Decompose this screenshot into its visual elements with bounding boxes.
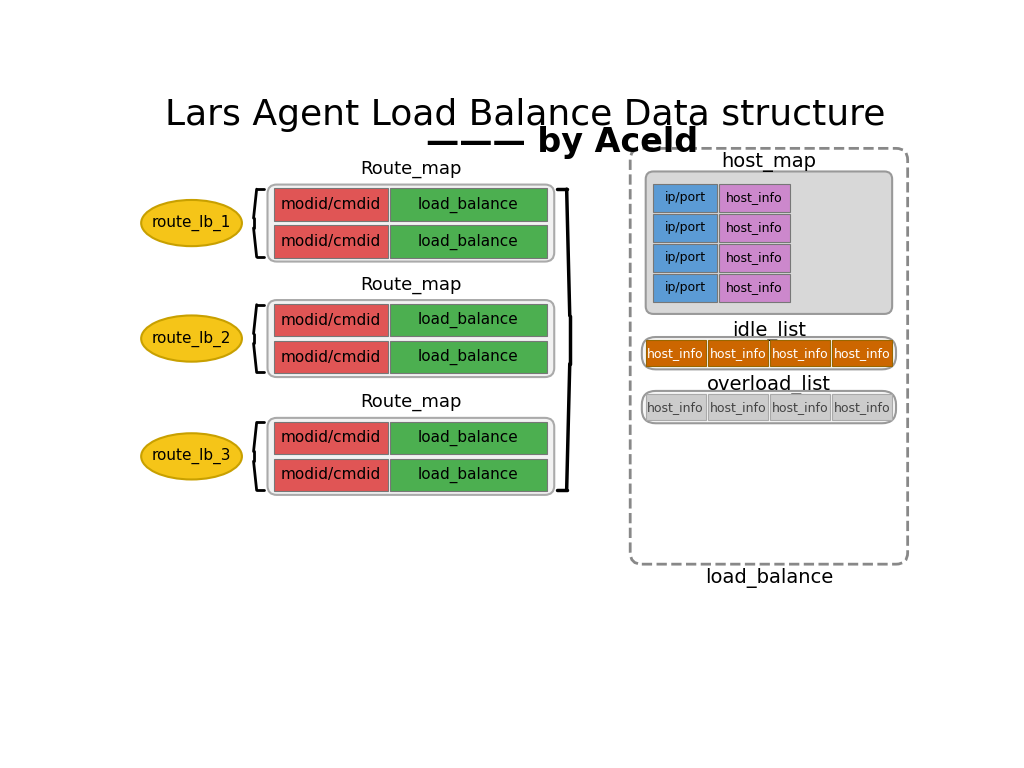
Bar [273, 304, 388, 336]
Text: host_info: host_info [710, 401, 766, 414]
Text: host_info: host_info [726, 221, 782, 234]
FancyBboxPatch shape [267, 300, 554, 377]
Bar [708, 340, 768, 366]
Text: modid/cmdid: modid/cmdid [281, 313, 381, 328]
Bar [390, 304, 547, 336]
Bar [390, 422, 547, 454]
Text: idle_list: idle_list [732, 321, 806, 341]
Text: modid/cmdid: modid/cmdid [281, 197, 381, 212]
Text: host_info: host_info [647, 401, 703, 414]
Bar [653, 214, 717, 242]
Bar [390, 188, 547, 220]
Bar [273, 458, 388, 491]
Text: modid/cmdid: modid/cmdid [281, 349, 381, 365]
FancyBboxPatch shape [646, 171, 892, 314]
Text: host_info: host_info [647, 346, 703, 359]
Ellipse shape [141, 200, 242, 247]
Text: Route_map: Route_map [360, 161, 462, 178]
Text: Lars Agent Load Balance Data structure: Lars Agent Load Balance Data structure [165, 98, 885, 132]
Text: host_info: host_info [834, 401, 891, 414]
Text: load_balance: load_balance [705, 568, 834, 588]
Text: host_info: host_info [710, 346, 766, 359]
Text: ip/port: ip/port [665, 221, 706, 234]
Text: modid/cmdid: modid/cmdid [281, 468, 381, 482]
Text: host_map: host_map [722, 152, 816, 172]
Text: host_info: host_info [834, 346, 891, 359]
Bar [833, 394, 892, 420]
Bar [653, 184, 717, 211]
Text: ip/port: ip/port [665, 281, 706, 294]
FancyBboxPatch shape [267, 184, 554, 262]
Text: host_info: host_info [726, 251, 782, 264]
Text: modid/cmdid: modid/cmdid [281, 234, 381, 249]
Bar [708, 394, 768, 420]
FancyBboxPatch shape [642, 337, 896, 369]
Bar [653, 274, 717, 302]
Text: modid/cmdid: modid/cmdid [281, 430, 381, 445]
FancyBboxPatch shape [267, 418, 554, 495]
Bar [273, 225, 388, 258]
Text: load_balance: load_balance [418, 467, 518, 483]
Text: Route_map: Route_map [360, 276, 462, 293]
Text: route_lb_3: route_lb_3 [152, 449, 231, 465]
Bar [719, 184, 790, 211]
Text: Route_map: Route_map [360, 393, 462, 412]
Text: ip/port: ip/port [665, 251, 706, 264]
Bar [646, 340, 706, 366]
Bar [390, 225, 547, 258]
Bar [390, 341, 547, 373]
Bar [273, 422, 388, 454]
Text: load_balance: load_balance [418, 349, 518, 365]
Text: host_info: host_info [772, 401, 828, 414]
Text: load_balance: load_balance [418, 312, 518, 328]
Bar [770, 340, 830, 366]
Text: route_lb_1: route_lb_1 [152, 215, 231, 231]
Text: host_info: host_info [726, 191, 782, 204]
Text: route_lb_2: route_lb_2 [152, 330, 231, 346]
Bar [273, 341, 388, 373]
Ellipse shape [141, 316, 242, 362]
Text: host_info: host_info [726, 281, 782, 294]
Text: ——— by Aceld: ——— by Aceld [426, 126, 698, 159]
Text: ip/port: ip/port [665, 191, 706, 204]
Text: overload_list: overload_list [707, 375, 830, 395]
Bar [770, 394, 830, 420]
Bar [273, 188, 388, 220]
Bar [719, 274, 790, 302]
Text: host_info: host_info [772, 346, 828, 359]
Text: load_balance: load_balance [418, 197, 518, 213]
Bar [719, 214, 790, 242]
Ellipse shape [141, 433, 242, 479]
Bar [719, 244, 790, 272]
FancyBboxPatch shape [642, 391, 896, 423]
Bar [833, 340, 892, 366]
Text: load_balance: load_balance [418, 233, 518, 250]
Text: load_balance: load_balance [418, 430, 518, 446]
Bar [653, 244, 717, 272]
Bar [390, 458, 547, 491]
Bar [646, 394, 706, 420]
